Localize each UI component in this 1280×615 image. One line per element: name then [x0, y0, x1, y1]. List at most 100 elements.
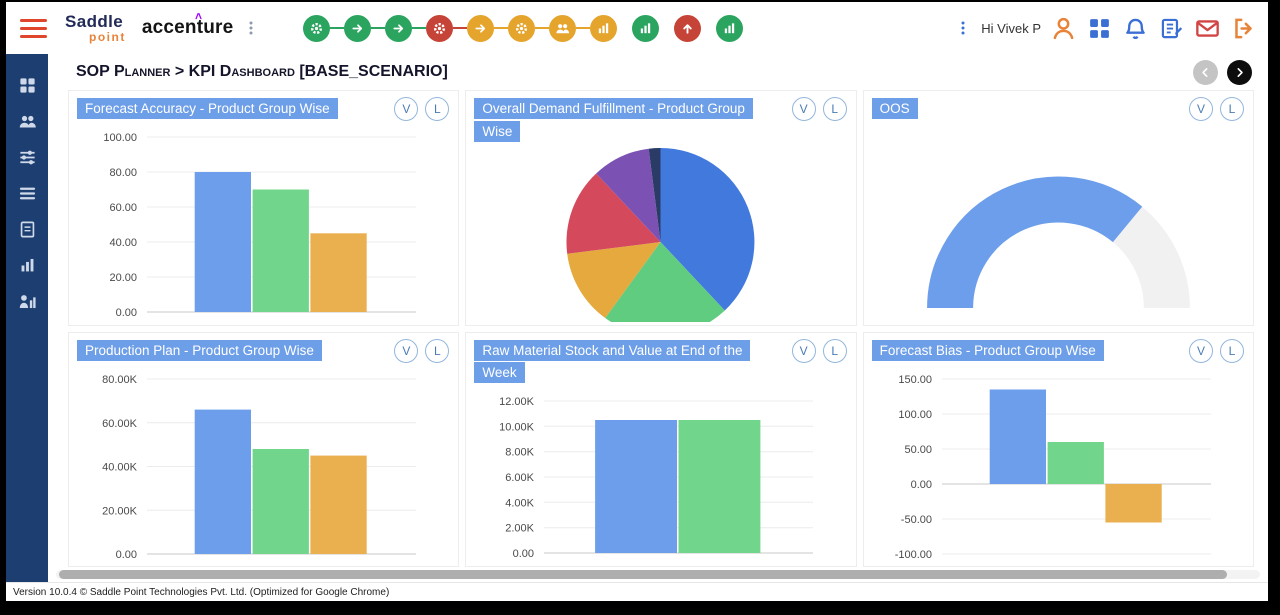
card-title: Production Plan - Product Group Wise — [77, 339, 322, 361]
sidebar-item-user-chart[interactable] — [18, 292, 37, 311]
nav-prev-button[interactable] — [1193, 59, 1218, 85]
gear-icon[interactable] — [303, 14, 331, 42]
legend-button[interactable]: L — [425, 97, 450, 121]
card-title: Raw Material Stock and Value at End of t… — [474, 339, 751, 384]
card-demand-fulfillment: Overall Demand Fulfillment - Product Gro… — [465, 90, 857, 326]
arrow-icon[interactable] — [467, 14, 495, 42]
view-button[interactable]: V — [791, 97, 816, 121]
card-title: OOS — [871, 98, 918, 119]
person-icon[interactable] — [1051, 16, 1076, 41]
card-header: Forecast Accuracy - Product Group Wise V… — [69, 91, 458, 123]
sidebar-item-users[interactable] — [18, 112, 37, 131]
svg-text:40.00: 40.00 — [109, 237, 137, 249]
bar-chart: 150.00 100.00 50.00 0.00 -50.00 -100.00 — [868, 365, 1249, 565]
svg-text:10.00K: 10.00K — [499, 422, 535, 434]
bar-chart: 80.00K 60.00K 40.00K 20.00K 0.00 — [73, 365, 454, 565]
saddlepoint-logo: Saddle point — [65, 11, 126, 44]
svg-text:0.00: 0.00 — [513, 548, 534, 560]
legend-button[interactable]: L — [1220, 338, 1244, 363]
svg-text:40.00K: 40.00K — [102, 461, 138, 473]
bar-chart: 12.00K 10.00K 8.00K 6.00K 4.00K 2.00K 0.00 — [470, 387, 851, 564]
svg-text:80.00K: 80.00K — [102, 374, 138, 386]
horizontal-scrollbar[interactable] — [48, 567, 1268, 582]
chart-icon[interactable] — [632, 14, 660, 42]
accenture-logo: accenture > — [141, 12, 234, 39]
svg-text:4.00K: 4.00K — [506, 498, 535, 510]
nav-next-button[interactable] — [1227, 59, 1252, 85]
card-header: Production Plan - Product Group Wise V L — [69, 333, 458, 365]
breadcrumb: SOP Planner > KPI Dashboard [BASE_SCENAR… — [76, 63, 448, 80]
svg-text:80.00: 80.00 — [109, 167, 137, 179]
sidebar-item-sliders[interactable] — [18, 148, 37, 167]
workflow-connector — [576, 27, 591, 29]
card-header: OOS V L — [864, 91, 1253, 123]
sidebar-item-list[interactable] — [18, 184, 37, 203]
svg-text:12.00K: 12.00K — [499, 396, 535, 408]
accenture-text: accenture — [141, 17, 234, 38]
scrollbar-track[interactable] — [56, 570, 1260, 579]
svg-text:150.00: 150.00 — [898, 374, 932, 386]
workflow-connector — [535, 27, 550, 29]
bell-icon[interactable] — [1123, 16, 1148, 41]
card-header: Overall Demand Fulfillment - Product Gro… — [466, 91, 855, 146]
view-button[interactable]: V — [1189, 338, 1213, 363]
gear-icon[interactable] — [426, 14, 454, 42]
svg-text:100.00: 100.00 — [103, 132, 137, 144]
hamburger-menu-icon[interactable] — [20, 18, 47, 38]
legend-button[interactable]: L — [822, 338, 847, 363]
users-icon[interactable] — [549, 14, 577, 42]
app-window: Saddle point accenture > Hi Vivek P SOP … — [6, 2, 1268, 601]
gear-icon[interactable] — [508, 14, 536, 42]
topbar-action-icons — [1051, 16, 1256, 41]
workflow-stepper — [303, 14, 744, 42]
svg-text:8.00K: 8.00K — [506, 447, 535, 459]
topbar-right: Hi Vivek P — [945, 16, 1256, 41]
svg-text:20.00: 20.00 — [109, 272, 137, 284]
up-icon[interactable] — [674, 14, 702, 42]
topbar-dots-icon[interactable] — [955, 19, 971, 37]
grid-apps-icon[interactable] — [1087, 16, 1112, 41]
svg-text:0.00: 0.00 — [116, 549, 137, 561]
frame-row: SOP Planner > KPI Dashboard [BASE_SCENAR… — [6, 54, 1268, 582]
chart-icon[interactable] — [716, 14, 744, 42]
workflow-connector — [330, 27, 345, 29]
brand-point-text: point — [89, 29, 126, 44]
svg-text:60.00K: 60.00K — [102, 417, 138, 429]
legend-button[interactable]: L — [1220, 97, 1244, 121]
menu-dots-icon[interactable] — [243, 19, 259, 37]
brand-saddle-text: Saddle — [65, 11, 124, 31]
accenture-chevron-icon: > — [191, 12, 206, 20]
arrow-icon[interactable] — [385, 14, 413, 42]
svg-text:60.00: 60.00 — [109, 202, 137, 214]
sidebar-item-document[interactable] — [18, 220, 37, 239]
arrow-icon[interactable] — [344, 14, 372, 42]
logout-icon[interactable] — [1231, 16, 1256, 41]
footer: Version 10.0.4 © Saddle Point Technologi… — [6, 582, 1268, 601]
card-title: Forecast Accuracy - Product Group Wise — [77, 98, 338, 119]
chart-icon[interactable] — [590, 14, 618, 42]
workflow-connector — [453, 27, 468, 29]
note-icon[interactable] — [1159, 16, 1184, 41]
svg-text:20.00K: 20.00K — [102, 505, 138, 517]
view-button[interactable]: V — [394, 97, 419, 121]
sidebar-item-chart[interactable] — [18, 256, 37, 275]
svg-text:100.00: 100.00 — [898, 409, 932, 421]
pie-chart — [470, 146, 851, 323]
mail-icon[interactable] — [1195, 16, 1220, 41]
main-area: SOP Planner > KPI Dashboard [BASE_SCENAR… — [48, 54, 1268, 582]
sidebar-item-dashboard[interactable] — [18, 76, 37, 95]
view-button[interactable]: V — [1189, 97, 1213, 121]
view-button[interactable]: V — [791, 338, 816, 363]
gauge-chart — [868, 123, 1249, 323]
card-production-plan: Production Plan - Product Group Wise V L… — [68, 331, 460, 567]
workflow-connector — [494, 27, 509, 29]
legend-button[interactable]: L — [822, 97, 847, 121]
sidebar-nav — [6, 54, 48, 582]
scrollbar-thumb[interactable] — [59, 570, 1227, 579]
view-button[interactable]: V — [394, 338, 419, 363]
svg-text:0.00: 0.00 — [116, 307, 137, 319]
card-title: Forecast Bias - Product Group Wise — [871, 339, 1104, 361]
svg-text:0.00: 0.00 — [910, 479, 931, 491]
card-oos: OOS V L — [862, 90, 1254, 326]
legend-button[interactable]: L — [425, 338, 450, 363]
